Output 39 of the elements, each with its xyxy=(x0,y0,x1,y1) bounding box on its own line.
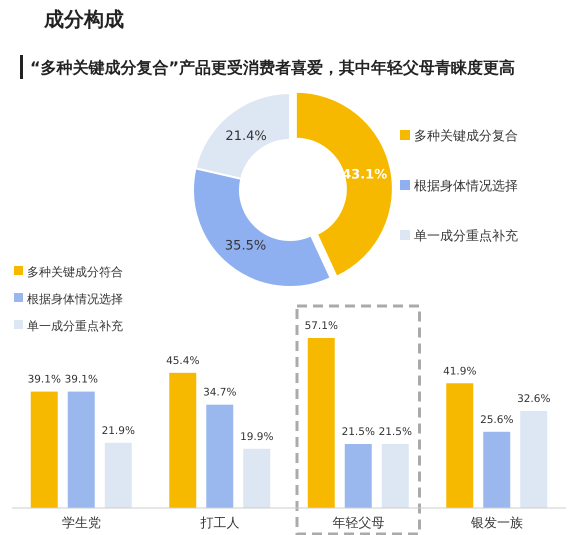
bar xyxy=(308,338,335,508)
data-label: 21.4% xyxy=(225,128,267,144)
x-tick-label: 学生党 xyxy=(62,516,101,531)
data-label: 41.9% xyxy=(443,365,476,378)
data-label: 21.5% xyxy=(342,426,375,438)
data-label: 57.1% xyxy=(304,320,338,332)
bar xyxy=(446,383,474,508)
x-tick-label: 银发一族 xyxy=(470,516,523,531)
bar xyxy=(206,404,234,508)
chart-title: 成分构成 xyxy=(43,7,124,31)
bar xyxy=(169,372,196,508)
data-label: 39.1% xyxy=(64,374,98,386)
x-tick-label: 年轻父母 xyxy=(332,516,384,531)
bar xyxy=(30,392,58,508)
data-label: 21.9% xyxy=(102,424,135,437)
data-label: 32.6% xyxy=(517,392,550,405)
data-label: 45.4% xyxy=(166,354,200,367)
bar xyxy=(520,410,548,508)
data-label: 34.7% xyxy=(203,386,236,399)
bar xyxy=(243,448,270,508)
legend-label: 根据身体情况选择 xyxy=(27,292,123,306)
legend-label: 单一成分重点补充 xyxy=(27,319,123,333)
bar xyxy=(382,444,409,508)
chart-subtitle: “多种关键成分复合”产品更受消费者喜爱，其中年轻父母青睐度更高 xyxy=(30,58,516,77)
legend-label: 多种关键成分复合 xyxy=(414,129,518,144)
x-tick-label: 打工人 xyxy=(199,516,240,531)
data-label: 43.1% xyxy=(342,168,388,183)
legend-label: 根据身体情况选择 xyxy=(414,179,518,194)
data-label: 25.6% xyxy=(480,414,514,426)
bar xyxy=(344,444,372,508)
data-label: 21.5% xyxy=(378,426,412,438)
legend-label: 单一成分重点补充 xyxy=(414,229,518,244)
bar xyxy=(483,432,510,508)
legend-label: 多种关键成分符合 xyxy=(27,265,123,279)
bar xyxy=(104,442,132,508)
data-label: 39.1% xyxy=(28,374,61,386)
data-label: 19.9% xyxy=(240,430,274,443)
data-label: 35.5% xyxy=(224,238,266,254)
bar xyxy=(68,392,95,508)
